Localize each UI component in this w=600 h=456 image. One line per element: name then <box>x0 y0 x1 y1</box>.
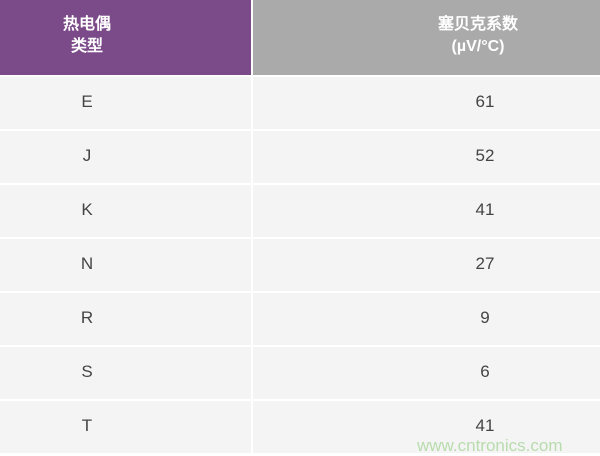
type-cell: E <box>0 77 251 129</box>
type-cell: J <box>0 131 251 183</box>
seebeck-value: 41 <box>475 416 495 435</box>
seebeck-cell: 27 <box>253 239 600 291</box>
type-cell: S <box>0 347 251 399</box>
seebeck-cell: 9 <box>253 293 600 345</box>
seebeck-value: 6 <box>480 362 490 381</box>
type-cell: R <box>0 293 251 345</box>
seebeck-value: 27 <box>475 254 495 273</box>
header-line: 类型 <box>70 38 104 55</box>
seebeck-cell: 6 <box>253 347 600 399</box>
seebeck-cell: 41 <box>253 401 600 453</box>
header-line: 塞贝克系数 <box>437 16 519 33</box>
type-cell: T <box>0 401 251 453</box>
type-cell: K <box>0 185 251 237</box>
header-line: 热电偶 <box>62 16 112 33</box>
seebeck-cell: 41 <box>253 185 600 237</box>
seebeck-cell: 52 <box>253 131 600 183</box>
type-cell: N <box>0 239 251 291</box>
seebeck-value: 61 <box>475 92 495 111</box>
header-thermocouple-type: 热电偶 类型 <box>0 0 251 75</box>
seebeck-value: 52 <box>475 146 495 165</box>
type-value: R <box>80 308 94 327</box>
type-value: S <box>81 362 93 381</box>
type-value: J <box>82 146 92 165</box>
header-seebeck-coefficient: 塞贝克系数 (µV/°C) <box>253 0 600 75</box>
type-value: T <box>81 416 93 435</box>
seebeck-value: 41 <box>475 200 495 219</box>
type-value: E <box>81 92 93 111</box>
seebeck-value: 9 <box>480 308 490 327</box>
type-value: K <box>81 200 93 219</box>
header-line: (µV/°C) <box>451 38 505 55</box>
seebeck-cell: 61 <box>253 77 600 129</box>
type-value: N <box>80 254 94 273</box>
watermark: www.cntronics.com <box>417 436 563 455</box>
